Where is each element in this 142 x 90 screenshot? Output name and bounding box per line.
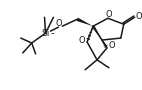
Text: O: O <box>135 12 142 21</box>
Text: -: - <box>51 28 54 38</box>
Text: O: O <box>109 41 115 50</box>
Text: O: O <box>79 36 85 45</box>
Polygon shape <box>92 25 102 40</box>
Polygon shape <box>77 18 93 26</box>
Text: O: O <box>55 19 62 28</box>
Text: Si: Si <box>41 29 50 38</box>
Text: O: O <box>106 10 112 19</box>
